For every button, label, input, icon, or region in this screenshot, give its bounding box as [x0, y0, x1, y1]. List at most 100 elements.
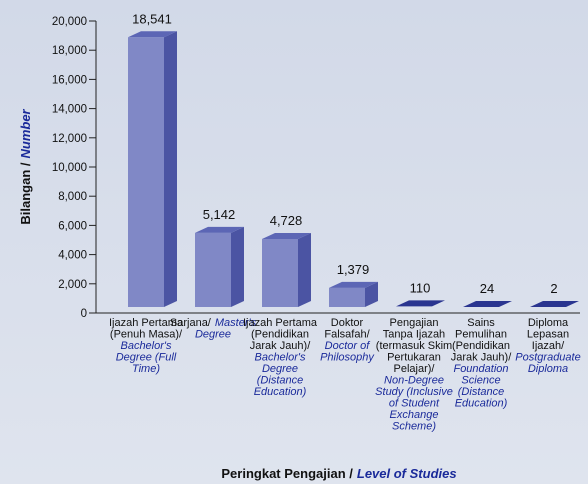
- x-tick-label: Doctor of: [325, 340, 371, 352]
- bar-top: [463, 301, 512, 307]
- x-tick-label: Science: [461, 375, 500, 387]
- x-tick-label: Ijazah Pertama: [109, 317, 184, 329]
- x-tick-label-en: Foundation: [453, 363, 508, 375]
- bar-top: [262, 232, 311, 239]
- y-tick-label: 0: [81, 308, 87, 320]
- x-tick-label: Jarak Jauh)/: [250, 340, 311, 352]
- x-tick-label-en: (Distance: [257, 375, 303, 387]
- x-tick-label: Degree (Full: [116, 352, 177, 364]
- x-tick-label-ms: Sarjana/: [170, 317, 212, 329]
- bar-top: [128, 31, 177, 38]
- bar: [530, 301, 579, 307]
- y-axis-title-ms: Bilangan /: [18, 162, 33, 225]
- x-tick-label: (Pendidikan: [452, 340, 510, 352]
- bar-side: [164, 31, 177, 308]
- x-tick-label-en: Study (Inclusive: [375, 386, 453, 398]
- y-tick-label: 12,000: [52, 133, 87, 145]
- bar-front: [329, 287, 365, 307]
- x-tick-label: Ijazah/: [532, 340, 565, 352]
- bar-side: [365, 281, 378, 307]
- value-label: 4,728: [270, 213, 303, 228]
- x-tick-label-en: Master's: [215, 317, 257, 329]
- x-tick-label: Sains: [467, 317, 495, 329]
- bar: [195, 226, 244, 307]
- x-tick-label: Diploma: [528, 317, 569, 329]
- x-tick-label-ms: (Penuh Masa)/: [110, 329, 183, 341]
- x-tick-label: Degree: [262, 363, 298, 375]
- x-axis-title: Peringkat Pengajian / Level of Studies: [221, 466, 456, 481]
- y-tick-label: 6,000: [58, 220, 87, 232]
- value-label: 110: [410, 280, 431, 295]
- x-tick-label-en: Time): [132, 363, 160, 375]
- x-tick-label: Pelajar)/: [394, 363, 436, 375]
- x-tick-label-ms: (termasuk Skim: [376, 340, 452, 352]
- x-tick-label-ms: Tanpa Ijazah: [383, 329, 445, 341]
- y-tick-label: 20,000: [52, 16, 87, 28]
- y-tick-label: 8,000: [58, 191, 87, 203]
- x-tick-label: (Distance: [458, 386, 504, 398]
- value-label: 1,379: [337, 262, 370, 277]
- x-tick-label-en: Degree (Full: [116, 352, 177, 364]
- x-tick-label-ms: Ijazah Pertama: [109, 317, 184, 329]
- x-tick-label: Degree: [195, 329, 231, 341]
- x-tick-label: Pemulihan: [455, 329, 507, 341]
- x-tick-label-en: Postgraduate: [515, 352, 580, 364]
- x-tick-label: Study (Inclusive: [375, 386, 453, 398]
- x-tick-label-ms: (Pendidikan: [452, 340, 510, 352]
- bar: [329, 281, 378, 307]
- x-tick-label: (Pendidikan: [251, 329, 309, 341]
- x-tick-label-en: (Distance: [458, 386, 504, 398]
- value-label: 2: [550, 281, 557, 296]
- x-tick-label: Time): [132, 363, 160, 375]
- x-tick-label-ms: Pengajian: [390, 317, 439, 329]
- x-tick-label: (termasuk Skim: [376, 340, 452, 352]
- x-tick-label-en: Bachelor's: [120, 340, 172, 352]
- x-tick-label-en: of Student: [389, 398, 440, 410]
- x-tick-label: Jarak Jauh)/: [451, 352, 512, 364]
- x-tick-label: Diploma: [528, 363, 568, 375]
- bar: [396, 300, 445, 307]
- x-tick-label-ms: Falsafah/: [324, 329, 370, 341]
- x-tick-label-ms: Lepasan: [527, 329, 569, 341]
- value-label: 5,142: [203, 207, 236, 222]
- y-axis-title-en: Number: [18, 108, 33, 158]
- bar-side: [231, 226, 244, 307]
- y-tick-label: 18,000: [52, 45, 87, 57]
- y-tick-label: 16,000: [52, 74, 87, 86]
- bar-top: [396, 300, 445, 307]
- x-tick-label-en: Doctor of: [325, 340, 371, 352]
- x-tick-label-ms: Pelajar)/: [394, 363, 436, 375]
- x-tick-label-en: Education): [455, 398, 508, 410]
- x-tick-label: Education): [455, 398, 508, 410]
- bar-side: [298, 232, 311, 307]
- x-tick-label-en: Bachelor's: [254, 352, 306, 364]
- x-tick-label-en: Exchange: [390, 409, 439, 421]
- x-tick-label-ms: Doktor: [331, 317, 364, 329]
- x-tick-label: Pertukaran: [387, 352, 441, 364]
- bar-top: [530, 301, 579, 307]
- x-tick-label: of Student: [389, 398, 440, 410]
- x-tick-label: Bachelor's: [120, 340, 172, 352]
- x-tick-label: (Distance: [257, 375, 303, 387]
- x-tick-label: Education): [254, 386, 307, 398]
- x-tick-label-en: Science: [461, 375, 500, 387]
- x-tick-label: Bachelor's: [254, 352, 306, 364]
- x-tick-label-en: Degree: [195, 329, 231, 341]
- x-tick-label: Lepasan: [527, 329, 569, 341]
- x-tick-label-en: Diploma: [528, 363, 568, 375]
- bar-top: [195, 226, 244, 233]
- y-axis-title: Bilangan / Number: [18, 108, 33, 224]
- x-tick-label-ms: Jarak Jauh)/: [250, 340, 311, 352]
- bar: [262, 232, 311, 307]
- bar-top: [329, 281, 378, 288]
- x-tick-label: Non-Degree: [384, 375, 444, 387]
- x-tick-label: Postgraduate: [515, 352, 580, 364]
- x-tick-label-en: Education): [254, 386, 307, 398]
- y-tick-label: 10,000: [52, 162, 87, 174]
- x-tick-label-en: Philosophy: [320, 352, 375, 364]
- x-tick-label-ms: (Pendidikan: [251, 329, 309, 341]
- value-label: 18,541: [132, 11, 172, 26]
- bar: [128, 31, 177, 308]
- x-axis-title-ms: Peringkat Pengajian /: [221, 466, 353, 481]
